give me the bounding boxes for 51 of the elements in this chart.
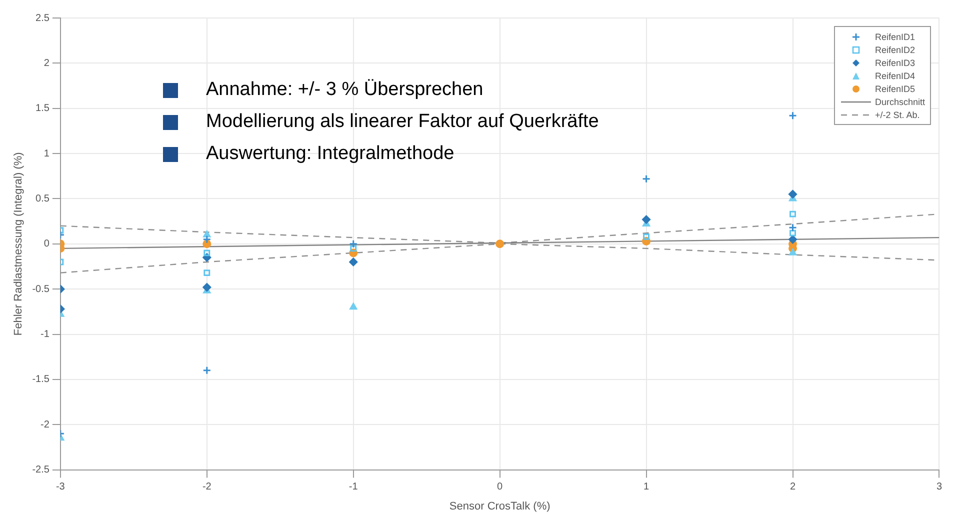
y-tick-label: 1 — [44, 148, 50, 160]
point — [642, 215, 651, 224]
y-tick-label: -2.5 — [32, 464, 50, 476]
legend-label: +/-2 St. Ab. — [874, 110, 920, 120]
point — [788, 111, 798, 120]
point — [790, 230, 796, 236]
point — [202, 283, 212, 292]
x-tick-label: 2 — [790, 482, 796, 493]
point — [496, 240, 504, 248]
point — [642, 174, 651, 184]
y-tick-label: -2 — [40, 419, 50, 430]
point — [202, 366, 212, 375]
legend-label: ReifenID4 — [874, 70, 915, 80]
x-tick-label: -1 — [348, 482, 358, 493]
x-tick-label: 3 — [936, 482, 942, 493]
y-axis-title: Fehler Radlastmessung (Integral) (%) — [12, 152, 25, 336]
annotation: Modellierung als linearer Faktor auf Querkräfte — [206, 111, 599, 133]
legend-label: ReifenID5 — [874, 84, 915, 94]
y-tick-label: -0.5 — [32, 284, 50, 295]
point — [204, 250, 210, 256]
x-tick-label: 0 — [497, 482, 504, 493]
x-tick-label: -2 — [202, 482, 212, 493]
point — [643, 233, 650, 240]
legend-label: ReifenID2 — [874, 44, 915, 54]
point — [350, 302, 358, 310]
y-tick-label: 2 — [44, 58, 50, 69]
x-tick-label: 1 — [644, 482, 650, 493]
point — [204, 270, 210, 276]
annotation: Auswertung: Integralmethode — [206, 143, 454, 165]
x-axis-title: Sensor CrosTalk (%) — [449, 500, 550, 512]
y-tick-label: 1.5 — [36, 103, 50, 114]
y-tick-label: -1 — [40, 329, 50, 340]
point — [203, 230, 211, 238]
point — [350, 245, 357, 252]
legend-label: Durchschnitt — [874, 96, 925, 106]
y-tick-label: 0.5 — [36, 193, 50, 204]
point — [788, 248, 797, 256]
point — [788, 190, 798, 198]
legend-label: ReifenID1 — [874, 32, 915, 42]
y-tick-label: -1.5 — [32, 374, 50, 386]
y-tick-label: 2.5 — [36, 12, 50, 24]
annotation: Annahme: +/- 3 % Übersprechen — [206, 79, 484, 101]
x-tick-label: -3 — [56, 482, 66, 493]
point — [349, 240, 358, 248]
point — [788, 235, 798, 244]
point — [349, 258, 358, 266]
legend-label: ReifenID3 — [874, 58, 915, 68]
point — [788, 223, 798, 232]
point — [202, 235, 212, 244]
y-tick-label: 0 — [44, 238, 50, 250]
point — [790, 210, 796, 218]
